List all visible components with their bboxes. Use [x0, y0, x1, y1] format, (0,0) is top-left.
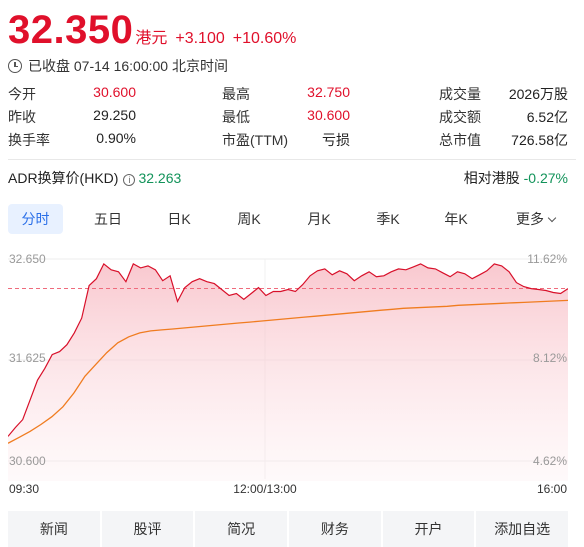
chart-period-tabs: 分时 五日 日K 周K 月K 季K 年K 更多 [8, 204, 568, 234]
tab-five-day[interactable]: 五日 [94, 211, 122, 227]
stat-value: 亏损 [322, 132, 350, 148]
price-area-fill [8, 263, 568, 481]
stat-value: 0.90% [96, 130, 136, 146]
open-account-button[interactable]: 开户 [382, 511, 475, 547]
divider [8, 159, 576, 160]
quote-stats: 今开 30.600 最高 32.750 成交量 2026万股 昨收 29.250… [8, 84, 568, 153]
news-button[interactable]: 新闻 [8, 511, 100, 547]
adr-value: 32.263 [138, 170, 182, 186]
stat-row: 换手率 0.90% 市盈(TTM) 亏损 总市值 726.58亿 [8, 130, 568, 153]
stat-value: 29.250 [93, 107, 136, 123]
profile-button[interactable]: 简况 [195, 511, 288, 547]
tab-monthly-k[interactable]: 月K [307, 211, 331, 227]
average-price-line [8, 299, 568, 444]
tab-more-label: 更多 [516, 211, 544, 227]
tab-yearly-k[interactable]: 年K [444, 211, 468, 227]
add-watchlist-button[interactable]: 添加自选 [476, 511, 569, 547]
stat-value: 32.750 [307, 84, 350, 100]
last-price: 32.350 [8, 8, 134, 52]
stat-label: 最低 [222, 109, 250, 125]
stat-label: 换手率 [8, 132, 50, 148]
y-axis-tick-right: 11.62% [527, 252, 567, 266]
stat-value: 30.600 [307, 107, 350, 123]
stat-label: 成交量 [439, 86, 481, 102]
stat-value: 30.600 [93, 84, 136, 100]
price-header: 32.350 港元 +3.100 +10.60% [8, 8, 296, 53]
market-status: 已收盘 07-14 16:00:00 北京时间 [8, 56, 228, 76]
y-axis-tick-left: 31.625 [9, 351, 46, 365]
y-axis-tick-left: 32.650 [9, 252, 46, 266]
price-change-percent: +10.60% [232, 30, 297, 47]
y-axis-tick-right: 4.62% [533, 454, 567, 468]
tab-quarterly-k[interactable]: 季K [376, 211, 400, 227]
stat-label: 市盈(TTM) [222, 132, 289, 148]
currency-label: 港元 [135, 30, 168, 47]
price-change: +3.100 [175, 30, 225, 47]
comments-button[interactable]: 股评 [101, 511, 194, 547]
intraday-chart[interactable]: 32.650 31.625 30.600 11.62% 8.12% 4.62% … [8, 245, 568, 495]
stat-label: 昨收 [8, 109, 36, 125]
stat-label: 最高 [222, 86, 250, 102]
x-axis-tick: 09:30 [9, 482, 39, 495]
stat-row: 今开 30.600 最高 32.750 成交量 2026万股 [8, 84, 568, 107]
price-line [8, 262, 568, 437]
clock-icon [8, 59, 22, 73]
tab-daily-k[interactable]: 日K [167, 211, 191, 227]
stat-label: 总市值 [439, 132, 481, 148]
y-axis-tick-right: 8.12% [533, 351, 567, 365]
market-status-text: 已收盘 07-14 16:00:00 北京时间 [28, 58, 228, 74]
stat-value: 6.52亿 [526, 109, 568, 125]
relative-value: -0.27% [523, 170, 568, 186]
x-axis-tick: 12:00/13:00 [233, 482, 297, 495]
relative-label: 相对港股 [463, 170, 520, 186]
adr-row: ADR换算价(HKD) i 32.263 相对港股 -0.27% [8, 168, 568, 186]
stat-value: 726.58亿 [511, 132, 568, 148]
tab-weekly-k[interactable]: 周K [237, 211, 261, 227]
info-icon[interactable]: i [123, 174, 136, 186]
tab-intraday[interactable]: 分时 [8, 204, 63, 234]
adr-label: ADR换算价(HKD) [8, 170, 119, 186]
chevron-down-icon [547, 213, 557, 223]
stat-label: 成交额 [439, 109, 481, 125]
intraday-chart-svg: 32.650 31.625 30.600 11.62% 8.12% 4.62% … [8, 252, 568, 495]
stat-value: 2026万股 [508, 86, 568, 102]
tab-more[interactable]: 更多 [503, 204, 568, 234]
financials-button[interactable]: 财务 [289, 511, 381, 547]
stat-row: 昨收 29.250 最低 30.600 成交额 6.52亿 [8, 107, 568, 130]
x-axis-tick: 16:00 [537, 482, 567, 495]
y-axis-tick-left: 30.600 [9, 454, 46, 468]
bottom-action-bar: 新闻 股评 简况 财务 开户 添加自选 [8, 511, 569, 547]
stat-label: 今开 [8, 86, 36, 102]
